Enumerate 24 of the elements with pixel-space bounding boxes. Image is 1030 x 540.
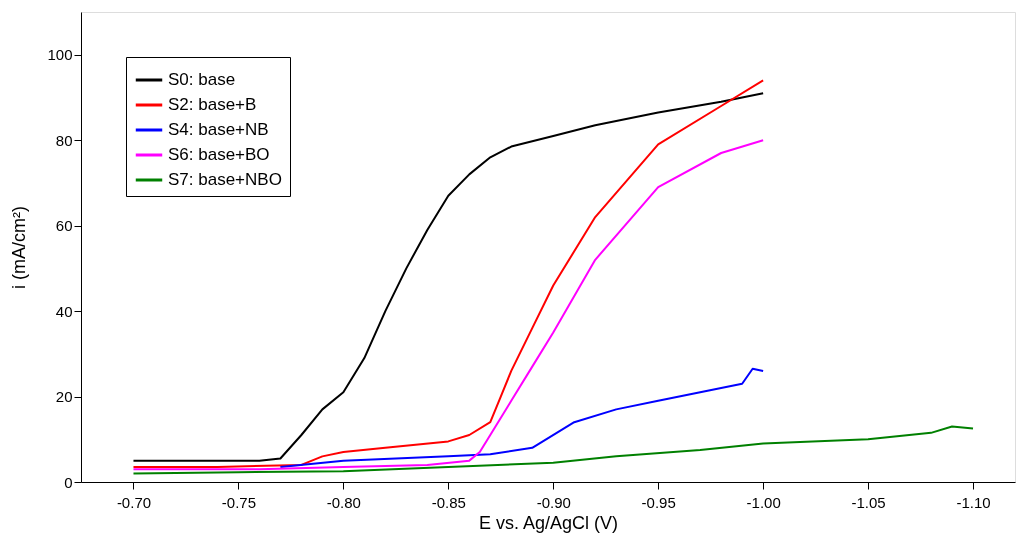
y-axis-title: i (mA/cm²) [9,206,30,289]
x-tick-label: -1.10 [956,493,991,511]
x-tick-label: -0.90 [536,493,571,511]
legend-label: S4: base+NB [168,120,269,139]
line-series [279,367,765,469]
x-tick-label: -0.80 [326,493,361,511]
legend-label: S0: base [168,70,236,89]
x-axis-title: E vs. Ag/AgCl (V) [478,512,619,533]
y-tick-label: 60 [55,217,73,235]
line-series [132,425,975,475]
y-tick-label: 0 [64,473,73,491]
x-tick-label: -1.05 [851,493,886,511]
y-tick-label: 40 [55,302,73,320]
x-tick-label: -0.95 [641,493,676,511]
y-tick-label: 80 [55,131,73,149]
x-tick-label: -0.75 [221,493,257,511]
x-tick-label: -0.70 [116,493,152,511]
legend-label: S7: base+NBO [168,170,282,189]
y-tick-label: 20 [55,388,73,406]
legend-label: S2: base+B [168,95,257,114]
legend-label: S6: base+BO [168,145,270,164]
y-tick-label: 100 [47,46,73,64]
x-tick-label: -1.00 [746,493,781,511]
x-tick-label: -0.85 [431,493,466,511]
